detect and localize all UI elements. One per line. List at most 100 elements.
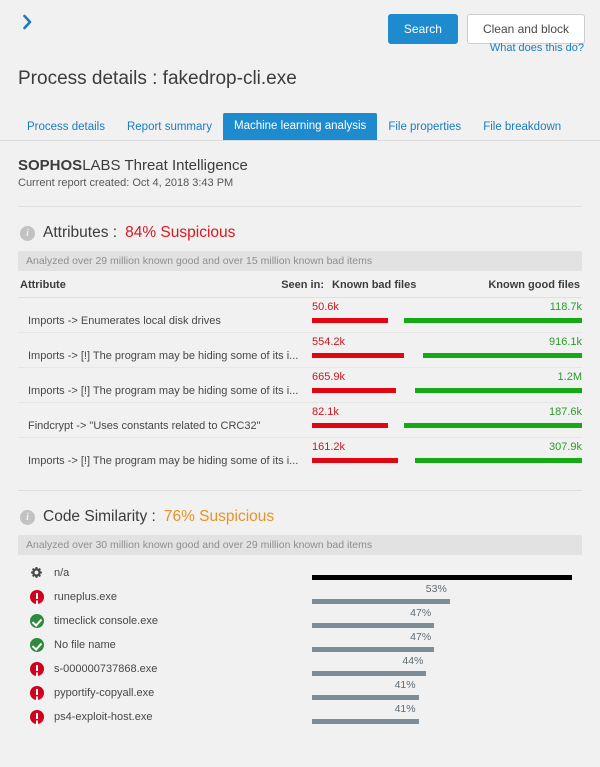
alert-circle-icon — [30, 590, 44, 604]
known-good-value: 1.2M — [557, 371, 582, 383]
attribute-name: Imports -> [!] The program may be hiding… — [28, 385, 299, 397]
column-header-seen-in: Seen in: — [281, 279, 324, 291]
known-good-bar — [414, 458, 582, 463]
status-icon — [30, 686, 44, 700]
known-bad-value: 82.1k — [312, 406, 339, 418]
attributes-verdict-badge: 84% Suspicious — [125, 224, 236, 241]
report-created-timestamp: Current report created: Oct 4, 2018 3:43… — [18, 177, 234, 189]
file-name: s-000000737868.exe — [54, 663, 158, 675]
known-good-bar — [403, 423, 582, 428]
attributes-analyzed-note: Analyzed over 29 million known good and … — [18, 251, 582, 271]
info-icon[interactable]: i — [20, 509, 35, 525]
similarity-bar — [312, 623, 435, 628]
tab-file-properties[interactable]: File properties — [388, 120, 462, 133]
check-circle-icon — [30, 638, 44, 652]
known-good-bar — [422, 353, 582, 358]
bar-track — [312, 318, 582, 323]
sophoslabs-header: SOPHOSLABS Threat Intelligence Current r… — [18, 141, 582, 189]
similarity-bar — [312, 695, 419, 700]
action-buttons: Search Clean and block — [387, 14, 585, 44]
list-item[interactable]: timeclick console.exe 47% — [18, 607, 582, 633]
similarity-percent-label: 47% — [410, 631, 432, 643]
bar-track — [312, 353, 582, 358]
divider — [18, 206, 582, 207]
attribute-name: Imports -> [!] The program may be hiding… — [28, 350, 299, 362]
list-item[interactable]: ps4-exploit-host.exe 41% — [18, 703, 582, 729]
attribute-name: Imports -> Enumerates local disk drives — [28, 315, 221, 327]
column-header-attribute: Attribute — [20, 279, 66, 291]
similarity-percent-label: 41% — [394, 703, 416, 715]
similarity-bar-zone: 41% — [312, 703, 572, 729]
tab-file-breakdown[interactable]: File breakdown — [483, 120, 562, 133]
known-bad-value: 50.6k — [312, 301, 339, 313]
similarity-percent-label: 53% — [425, 583, 447, 595]
bar-track — [312, 388, 582, 393]
attributes-section-header: i Attributes : 84% Suspicious — [18, 207, 582, 251]
attributes-table-body: Imports -> Enumerates local disk drives 5… — [18, 298, 582, 473]
list-item[interactable]: s-000000737868.exe 44% — [18, 655, 582, 681]
tab-bar: Process details Report summary Machine l… — [0, 112, 600, 141]
similarity-bar-zone — [312, 561, 572, 585]
status-icon — [30, 566, 44, 580]
known-bad-bar — [312, 423, 388, 428]
status-icon — [30, 710, 44, 724]
code-similarity-section-header: i Code Similarity : 76% Suspicious — [18, 491, 582, 535]
similarity-bar — [312, 575, 572, 580]
code-similarity-list: n/a runeplus.exe 53% timeclick console.exe 4… — [18, 555, 582, 729]
clean-and-block-button[interactable]: Clean and block — [466, 14, 585, 44]
known-bad-bar — [312, 458, 399, 463]
file-name: timeclick console.exe — [54, 615, 158, 627]
table-row: Imports -> Enumerates local disk drives 5… — [18, 298, 582, 333]
alert-circle-icon — [30, 686, 44, 700]
similarity-bar-zone: 47% — [312, 631, 572, 657]
brand-bold: SOPHOS — [18, 157, 83, 174]
top-bar: Search Clean and block What does this do… — [0, 0, 600, 62]
status-icon — [30, 590, 44, 604]
similarity-percent-label: 47% — [410, 607, 432, 619]
table-row: Imports -> [!] The program may be hiding… — [18, 368, 582, 403]
list-item[interactable]: No file name 47% — [18, 631, 582, 657]
file-name: runeplus.exe — [54, 591, 117, 603]
similarity-percent-label: 41% — [394, 679, 416, 691]
alert-circle-icon — [30, 662, 44, 676]
list-item[interactable]: runeplus.exe 53% — [18, 583, 582, 609]
list-item[interactable]: pyportify-copyall.exe 41% — [18, 679, 582, 705]
file-name: n/a — [54, 567, 70, 579]
known-good-bar — [403, 318, 582, 323]
status-icon — [30, 638, 44, 652]
known-bad-value: 161.2k — [312, 441, 346, 453]
known-good-value: 916.1k — [548, 336, 582, 348]
code-similarity-analyzed-note: Analyzed over 30 million known good and … — [18, 535, 582, 555]
bar-track — [312, 423, 582, 428]
similarity-bar — [312, 647, 435, 652]
main-content: SOPHOSLABS Threat Intelligence Current r… — [0, 141, 600, 729]
similarity-bar-zone: 53% — [312, 583, 572, 609]
page-title: Process details : fakedrop-cli.exe — [18, 68, 297, 89]
attributes-table-header: Attribute Seen in: Known bad files Known… — [18, 271, 582, 298]
attribute-bars: 554.2k 916.1k — [312, 333, 582, 368]
tab-report-summary[interactable]: Report summary — [126, 120, 212, 133]
tab-machine-learning-analysis[interactable]: Machine learning analysis — [222, 112, 378, 140]
similarity-bar — [312, 719, 419, 724]
known-bad-value: 554.2k — [312, 336, 346, 348]
what-does-this-do-link[interactable]: What does this do? — [489, 42, 584, 54]
known-bad-bar — [312, 353, 404, 358]
table-row: Imports -> [!] The program may be hiding… — [18, 333, 582, 368]
chevron-right-icon[interactable] — [19, 13, 37, 31]
similarity-percent-label: 44% — [402, 655, 424, 667]
tab-process-details[interactable]: Process details — [27, 120, 105, 133]
attributes-title: Attributes : — [43, 224, 118, 241]
status-icon — [30, 662, 44, 676]
search-button[interactable]: Search — [387, 14, 458, 44]
attribute-bars: 161.2k 307.9k — [312, 438, 582, 473]
info-icon[interactable]: i — [20, 225, 35, 241]
similarity-bar-zone: 41% — [312, 679, 572, 705]
known-good-value: 118.7k — [549, 301, 582, 313]
attribute-bars: 50.6k 118.7k — [312, 298, 582, 333]
similarity-bar-zone: 44% — [312, 655, 572, 681]
column-header-known-bad: Known bad files — [332, 279, 417, 291]
list-item[interactable]: n/a — [18, 561, 582, 585]
file-name: pyportify-copyall.exe — [54, 687, 155, 699]
attribute-name: Findcrypt -> "Uses constants related to … — [28, 420, 261, 432]
